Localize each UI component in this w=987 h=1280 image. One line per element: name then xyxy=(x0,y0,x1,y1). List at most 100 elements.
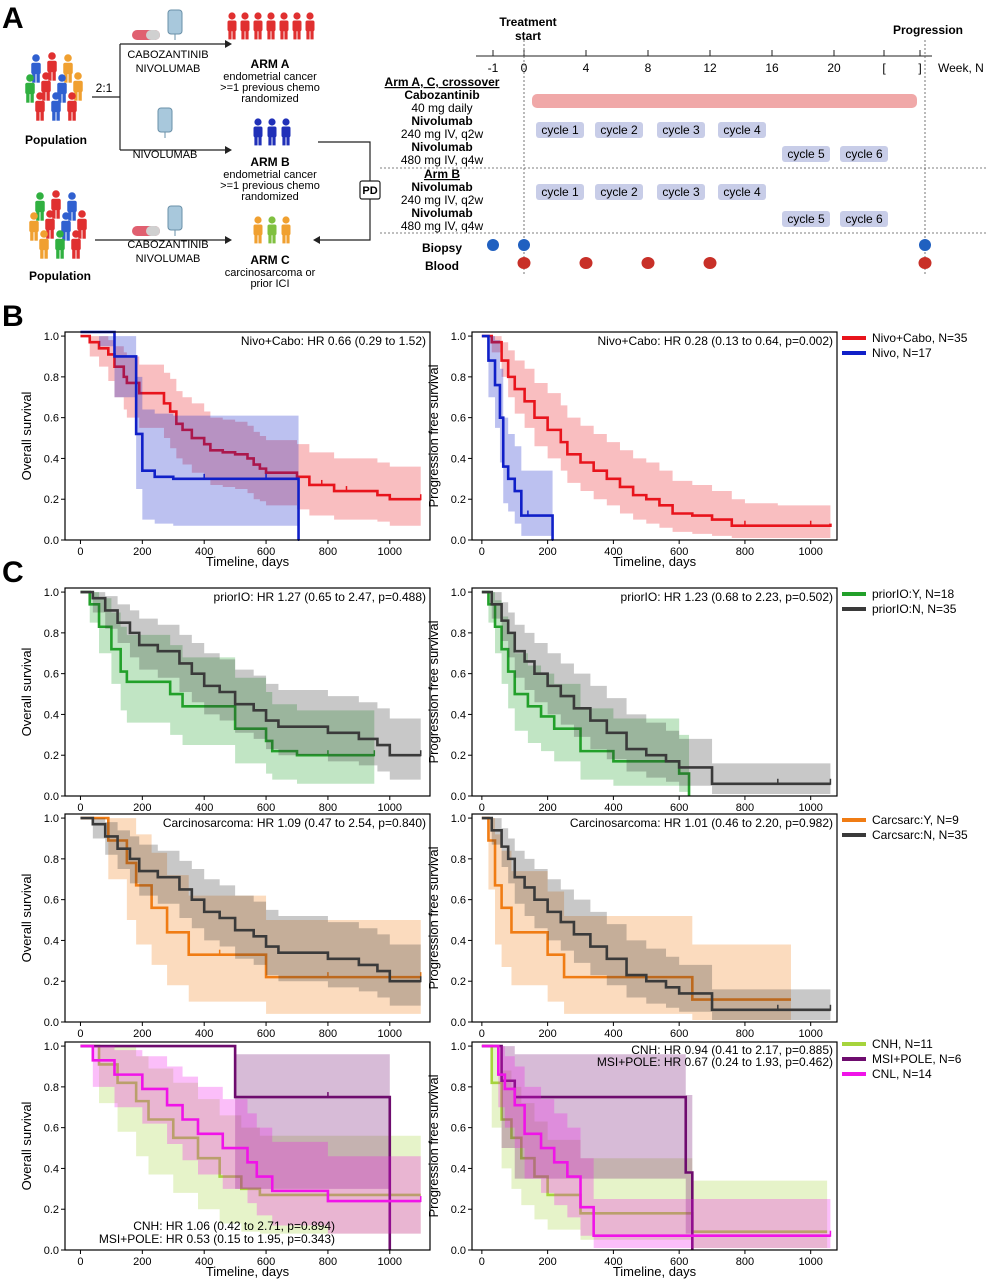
nivo-dose-label-2: 480 mg IV, q4w xyxy=(401,153,484,167)
hr-annotation: MSI+POLE: HR 0.67 (0.24 to 1.93, p=0.462… xyxy=(597,1055,833,1069)
ci-band xyxy=(481,1046,828,1248)
arm-ac-label: Arm A, C, crossover xyxy=(385,75,500,89)
week-tick-label: 12 xyxy=(703,61,717,75)
treatment-start-label-1: Treatment xyxy=(499,15,556,29)
y-tick-label: 1.0 xyxy=(44,587,59,599)
y-tick-label: 0.8 xyxy=(451,1082,466,1094)
nivo-label-3: Nivolumab xyxy=(411,180,472,194)
x-tick-label: 800 xyxy=(319,546,337,558)
plot-frame xyxy=(64,813,431,1023)
hr-annotation: Nivo+Cabo: HR 0.28 (0.13 to 0.64, p=0.00… xyxy=(598,334,833,348)
x-tick-label: 800 xyxy=(736,802,754,814)
x-tick-label: 400 xyxy=(195,546,213,558)
x-tick-label: 1000 xyxy=(378,1028,402,1040)
svg-text:cycle 1: cycle 1 xyxy=(541,123,579,137)
week-tick-label: ] xyxy=(918,61,921,75)
x-tick-label: 200 xyxy=(133,1028,151,1040)
arm-b-title: ARM B xyxy=(250,155,290,169)
y-tick-label: 0.6 xyxy=(44,1123,59,1135)
svg-text:cycle 4: cycle 4 xyxy=(723,185,761,199)
x-tick-label: 800 xyxy=(736,546,754,558)
y-tick-label: 0.4 xyxy=(451,935,466,947)
y-axis-label: Overall survival xyxy=(19,1101,34,1190)
drug-label-nivo-only: NIVOLUMAB xyxy=(133,149,198,161)
biopsy-label: Biopsy xyxy=(422,241,462,255)
y-tick-label: 0.8 xyxy=(451,854,466,866)
population-icon-bottom xyxy=(29,190,87,259)
x-tick-label: 600 xyxy=(670,546,688,558)
y-tick-label: 0.2 xyxy=(451,976,466,988)
y-axis-label: Progression free survival xyxy=(426,620,441,763)
y-axis-label: Progression free survival xyxy=(426,1074,441,1217)
y-tick-label: 0.4 xyxy=(451,453,466,465)
nivo-dose-label-4: 480 mg IV, q4w xyxy=(401,219,484,233)
series-Nivo, N=17 xyxy=(80,330,300,541)
population-label-top: Population xyxy=(25,133,87,147)
panel-letter-c: C xyxy=(2,556,24,589)
ci-band xyxy=(481,818,831,1020)
x-tick-label: 800 xyxy=(736,1256,754,1268)
y-tick-label: 0.2 xyxy=(451,750,466,762)
series-CNL, N=14 xyxy=(80,1044,422,1234)
x-tick-label: 400 xyxy=(195,802,213,814)
x-axis-label: Timeline, days xyxy=(613,1264,697,1279)
y-tick-label: 0.8 xyxy=(451,628,466,640)
svg-text:cycle 6: cycle 6 xyxy=(845,212,883,226)
y-axis-label: Overall survival xyxy=(19,391,34,480)
ci-band xyxy=(481,336,831,538)
cycle-pill: cycle 4 xyxy=(718,184,766,200)
km-line xyxy=(481,816,791,1001)
y-tick-label: 0.8 xyxy=(44,628,59,640)
x-tick-label: 1000 xyxy=(798,546,822,558)
svg-text:cycle 2: cycle 2 xyxy=(600,185,638,199)
y-tick-label: 0.4 xyxy=(44,453,59,465)
x-tick-label: 600 xyxy=(257,1028,275,1040)
x-tick-label: 1000 xyxy=(378,1256,402,1268)
x-tick-label: 600 xyxy=(670,1256,688,1268)
cabo-label: Cabozantinib xyxy=(404,88,479,102)
y-tick-label: 1.0 xyxy=(451,813,466,825)
treatment-start-label-2: start xyxy=(515,29,541,43)
y-tick-label: 0.8 xyxy=(44,854,59,866)
y-tick-label: 0.2 xyxy=(44,976,59,988)
nivo-label-4: Nivolumab xyxy=(411,206,472,220)
km-line xyxy=(80,590,421,757)
legend-label: CNH, N=11 xyxy=(872,1037,933,1051)
svg-text:cycle 5: cycle 5 xyxy=(787,147,825,161)
x-tick-label: 200 xyxy=(133,546,151,558)
blood-dot xyxy=(641,257,655,269)
cycle-pill: cycle 5 xyxy=(782,211,830,227)
hr-annotation: priorIO: HR 1.23 (0.68 to 2.23, p=0.502) xyxy=(621,590,833,604)
legend-label: priorIO:Y, N=18 xyxy=(872,587,954,601)
svg-text:cycle 3: cycle 3 xyxy=(662,185,700,199)
y-tick-label: 0.0 xyxy=(451,791,466,803)
km-line xyxy=(481,1044,828,1233)
arm-b-people-icon xyxy=(253,118,291,146)
km-line xyxy=(481,590,831,786)
y-axis-label: Overall survival xyxy=(19,873,34,962)
ci-band xyxy=(481,818,791,1020)
svg-text:cycle 2: cycle 2 xyxy=(600,123,638,137)
arm-c-line1: carcinosarcoma or xyxy=(225,267,316,279)
blood-dot xyxy=(918,257,932,269)
plot-frame xyxy=(471,813,838,1023)
x-tick-label: 1000 xyxy=(798,802,822,814)
arm-a-title: ARM A xyxy=(251,57,290,71)
x-tick-label: 0 xyxy=(479,1256,485,1268)
x-tick-label: 400 xyxy=(195,1256,213,1268)
hr-annotation: Carcinosarcoma: HR 1.01 (0.46 to 2.20, p… xyxy=(570,816,833,830)
plot-frame xyxy=(471,587,838,797)
arm-c-title: ARM C xyxy=(250,253,290,267)
progression-label: Progression xyxy=(893,23,963,37)
x-tick-label: 200 xyxy=(538,802,556,814)
x-tick-label: 400 xyxy=(604,1256,622,1268)
population-label-bottom: Population xyxy=(29,269,91,283)
y-tick-label: 0.4 xyxy=(451,709,466,721)
x-tick-label: 1000 xyxy=(378,546,402,558)
y-tick-label: 0.2 xyxy=(44,750,59,762)
cycle-pill: cycle 1 xyxy=(536,184,584,200)
km-line xyxy=(80,330,300,540)
legend-label: Nivo, N=17 xyxy=(872,346,932,360)
